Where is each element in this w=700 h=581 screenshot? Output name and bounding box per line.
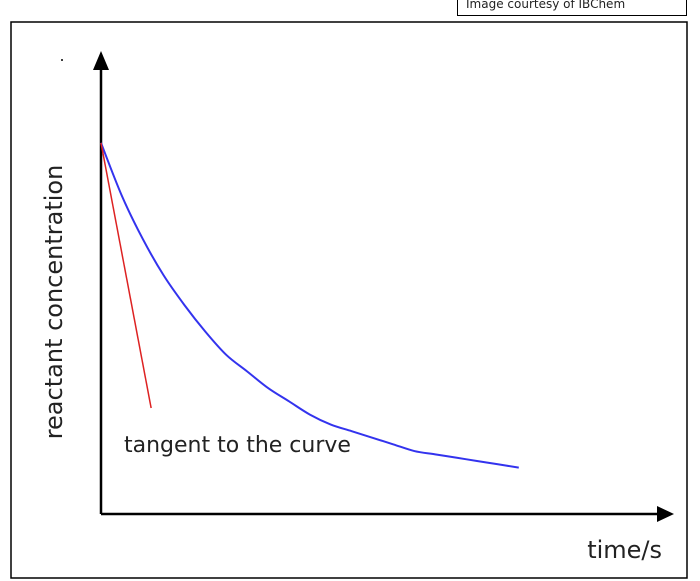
x-axis-label: time/s	[587, 536, 662, 564]
image-credit: Image courtesy of IBChem	[466, 0, 626, 11]
x-axis-arrow	[657, 506, 674, 522]
chart-marks: tangent to the curve	[61, 59, 519, 469]
image-credit-box: Image courtesy of IBChem	[457, 0, 687, 16]
tangent-line	[100, 142, 152, 409]
y-axis-label: reactant concentration	[40, 165, 68, 440]
figure-border	[10, 21, 688, 579]
concentration-curve	[100, 142, 519, 469]
y-axis-arrow	[93, 51, 109, 70]
stray-dot	[61, 59, 63, 61]
axes	[93, 51, 674, 522]
tangent-label: tangent to the curve	[124, 433, 351, 458]
